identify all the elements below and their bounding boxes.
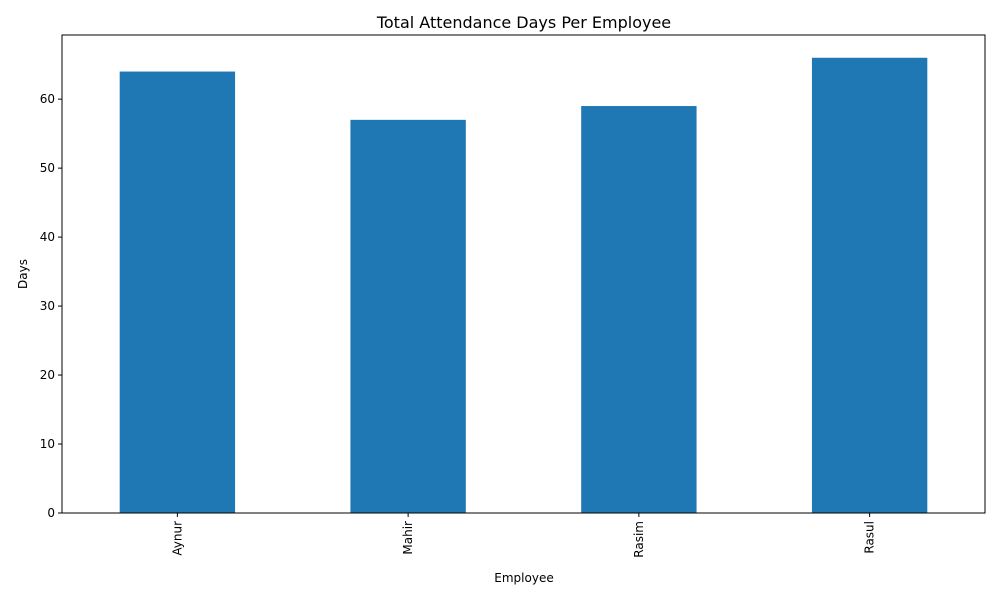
x-axis-label: Employee — [494, 571, 553, 585]
bar-mahir — [350, 119, 466, 513]
x-axis: Aynur Mahir Rasim Rasul — [170, 513, 877, 558]
x-tick-label: Rasim — [632, 521, 646, 558]
bar-rasul — [811, 57, 928, 514]
y-tick-label: 40 — [40, 230, 55, 244]
plot-frame — [61, 34, 986, 514]
y-tick-label: 10 — [40, 437, 55, 451]
x-tick-label: Mahir — [401, 521, 415, 555]
y-tick-label: 50 — [40, 161, 55, 175]
y-tick-label: 30 — [40, 299, 55, 313]
x-tick-label: Rasul — [863, 521, 877, 554]
y-tick-label: 20 — [40, 368, 55, 382]
y-axis-label: Days — [16, 259, 30, 289]
x-tick-label: Aynur — [170, 521, 184, 556]
bar-rasim — [581, 106, 697, 513]
y-tick-label: 0 — [47, 506, 55, 520]
chart-title: Total Attendance Days Per Employee — [376, 13, 671, 32]
y-axis: 0 10 20 30 40 50 60 — [40, 92, 62, 520]
bar-aynur — [119, 71, 236, 513]
y-tick-label: 60 — [40, 92, 55, 106]
bars-layer — [119, 57, 928, 514]
